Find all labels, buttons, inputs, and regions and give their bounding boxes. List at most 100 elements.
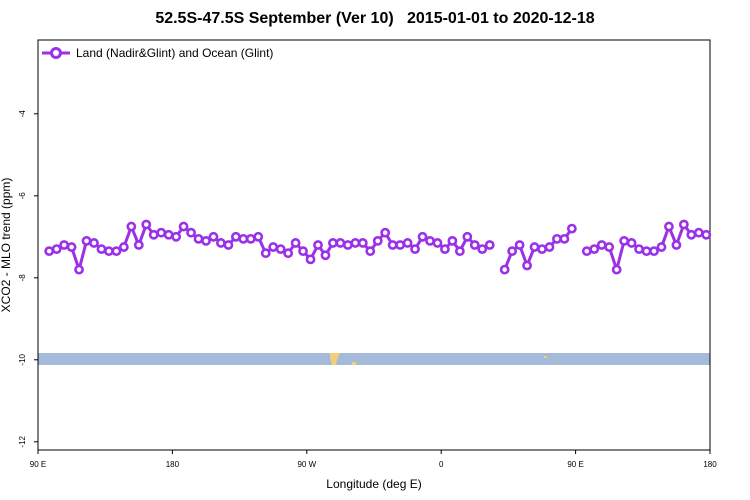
data-point: [566, 223, 577, 234]
data-point: [477, 244, 488, 254]
legend-marker-swatch: [50, 47, 62, 59]
data-point: [44, 246, 55, 257]
data-point: [656, 242, 667, 252]
data-point: [529, 242, 540, 252]
data-point: [462, 231, 473, 242]
data-point: [678, 219, 689, 230]
data-point: [238, 233, 249, 244]
data-point: [507, 246, 518, 257]
x-tick-label: 0: [439, 460, 444, 469]
data-point: [447, 235, 458, 246]
data-point: [178, 221, 189, 232]
y-tick-label: -10: [18, 353, 27, 365]
ocean-band: [38, 353, 710, 365]
y-tick-label: -4: [18, 110, 27, 118]
data-point: [604, 242, 615, 252]
land-strip: [38, 353, 710, 365]
x-tick-label: 90 E: [30, 460, 46, 469]
data-point: [402, 238, 413, 248]
x-axis-ticks: 90 E 180 90 W 0 90 E 180: [30, 450, 717, 469]
y-axis-label: XCO2 - MLO trend (ppm): [0, 178, 13, 313]
data-point: [133, 240, 144, 250]
x-tick-label: 180: [703, 460, 717, 469]
data-point: [141, 219, 152, 230]
data-point: [514, 240, 525, 250]
data-point: [499, 264, 510, 275]
data-point: [313, 240, 323, 250]
data-point: [320, 250, 331, 261]
data-point: [619, 235, 630, 246]
data-point: [111, 246, 122, 257]
land-island: [352, 362, 356, 365]
x-tick-label: 90 W: [297, 460, 316, 469]
data-point: [425, 235, 435, 246]
data-point: [186, 227, 196, 238]
data-point: [559, 233, 570, 244]
data-point: [641, 246, 652, 257]
data-point: [74, 264, 84, 275]
data-point: [163, 229, 174, 240]
data-point: [156, 227, 167, 238]
data-point: [469, 240, 480, 250]
series-group: [44, 219, 712, 275]
data-point: [649, 246, 659, 257]
data-point: [335, 238, 346, 248]
data-point: [216, 238, 226, 248]
data-point: [589, 244, 600, 254]
data-point: [432, 238, 443, 248]
data-point: [693, 227, 704, 238]
x-tick-label: 180: [166, 460, 180, 469]
data-point: [245, 233, 256, 244]
data-point: [417, 231, 428, 242]
data-point: [440, 244, 450, 254]
data-point: [410, 244, 420, 254]
data-point: [290, 238, 301, 248]
data-point: [305, 254, 316, 265]
data-point: [104, 246, 114, 257]
data-point: [350, 238, 361, 248]
data-point: [634, 244, 644, 254]
data-point: [260, 248, 271, 259]
data-point: [118, 242, 129, 252]
data-point: [201, 235, 211, 246]
data-point: [66, 242, 77, 252]
legend-label: Land (Nadir&Glint) and Ocean (Glint): [76, 46, 273, 60]
data-point: [701, 229, 712, 240]
data-point: [387, 240, 398, 250]
x-axis-label: Longitude (deg E): [326, 477, 421, 491]
data-point: [208, 231, 219, 242]
data-point: [59, 240, 70, 250]
data-point: [268, 242, 279, 252]
y-tick-label: -6: [18, 192, 27, 200]
data-point: [328, 238, 338, 248]
data-point: [611, 264, 622, 275]
data-point: [126, 221, 137, 232]
data-point: [544, 242, 555, 252]
data-point: [484, 240, 495, 250]
data-point: [581, 246, 592, 257]
data-point: [230, 231, 241, 242]
land-islet: [544, 356, 547, 358]
data-point: [380, 227, 391, 238]
data-point: [365, 246, 376, 257]
y-tick-label: -8: [18, 274, 27, 282]
data-point: [51, 244, 62, 254]
y-axis-ticks: -12 -10 -8 -6 -4: [18, 110, 38, 448]
data-point: [372, 235, 383, 246]
data-point: [395, 240, 406, 250]
plot-frame: [37, 39, 711, 451]
data-point: [552, 233, 562, 244]
data-point: [96, 244, 107, 254]
data-point: [686, 229, 697, 240]
data-point: [298, 246, 308, 257]
data-point: [537, 244, 547, 254]
data-point: [454, 246, 465, 257]
data-point: [522, 260, 532, 271]
data-point: [275, 244, 286, 254]
data-point: [626, 238, 637, 248]
data-point: [671, 240, 682, 250]
x-tick-label: 90 E: [567, 460, 583, 469]
data-point: [283, 248, 294, 259]
data-point: [664, 221, 674, 232]
